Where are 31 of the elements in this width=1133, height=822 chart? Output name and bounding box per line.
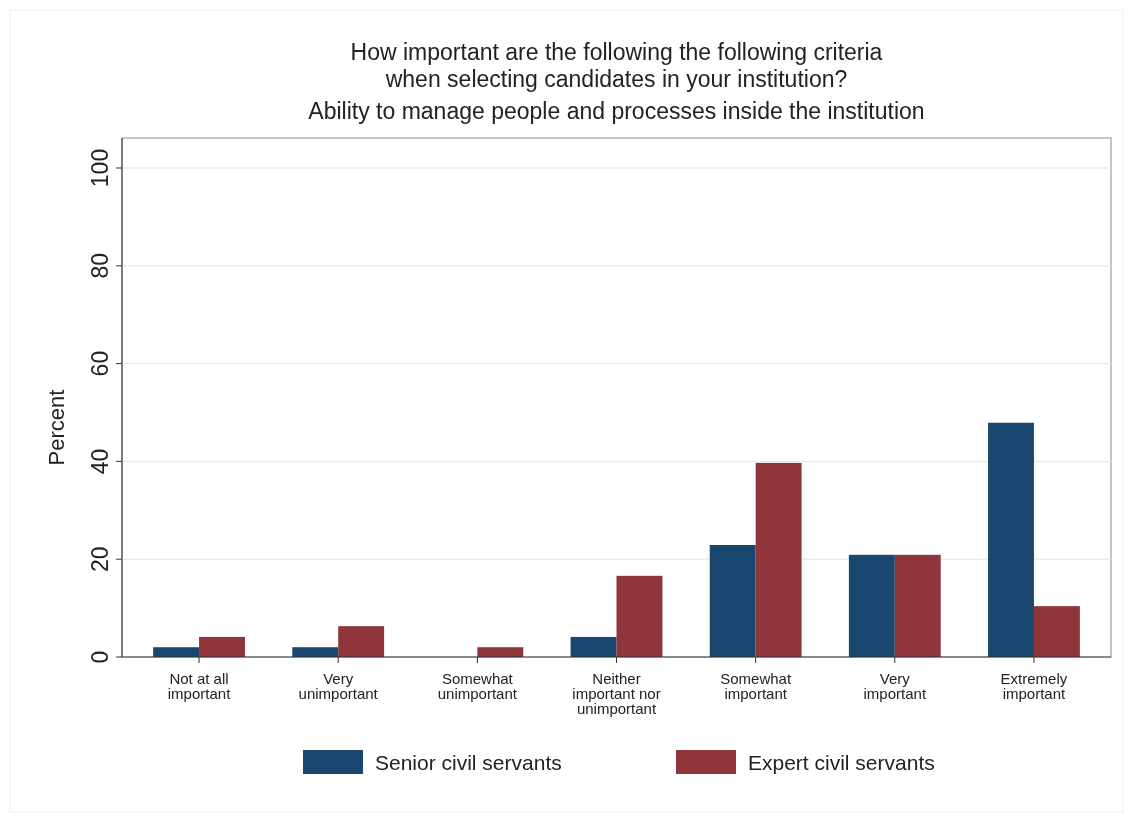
bar xyxy=(709,545,756,657)
x-tick-label: Somewhat unimportant xyxy=(437,670,518,702)
chart-title: How important are the following the following criteria when selecting candidates in your institution? xyxy=(350,39,883,92)
bar xyxy=(292,647,339,657)
bar xyxy=(338,626,385,657)
x-tick-label: Somewhat important xyxy=(720,670,792,702)
bar xyxy=(755,462,802,657)
bar xyxy=(616,575,663,657)
x-tick-label: Neither important nor unimportant xyxy=(572,670,661,717)
y-tick-label: 20 xyxy=(87,546,113,572)
x-tick-label: Very important xyxy=(863,670,927,702)
bar xyxy=(477,647,524,657)
x-tick-label: Extremely important xyxy=(1000,670,1068,702)
legend-label: Expert civil servants xyxy=(748,750,935,774)
bar xyxy=(1033,606,1080,657)
y-tick-label: 0 xyxy=(87,650,113,664)
x-tick-label: Very unimportant xyxy=(298,670,379,702)
legend-label: Senior civil servants xyxy=(375,750,562,774)
bar xyxy=(153,647,200,657)
chart-subtitle: Ability to manage people and processes inside the institution xyxy=(308,98,925,124)
y-tick-label: 40 xyxy=(87,448,113,475)
x-tick-label: Not at all important xyxy=(167,670,232,702)
y-axis-title: Percent xyxy=(44,389,69,466)
y-tick-label: 100 xyxy=(87,148,113,188)
bar xyxy=(988,422,1034,657)
bar xyxy=(848,554,895,657)
bar xyxy=(570,636,617,657)
bar xyxy=(199,636,245,657)
y-tick-label: 60 xyxy=(87,350,113,377)
bar xyxy=(894,554,941,657)
y-tick-label: 80 xyxy=(87,253,113,279)
